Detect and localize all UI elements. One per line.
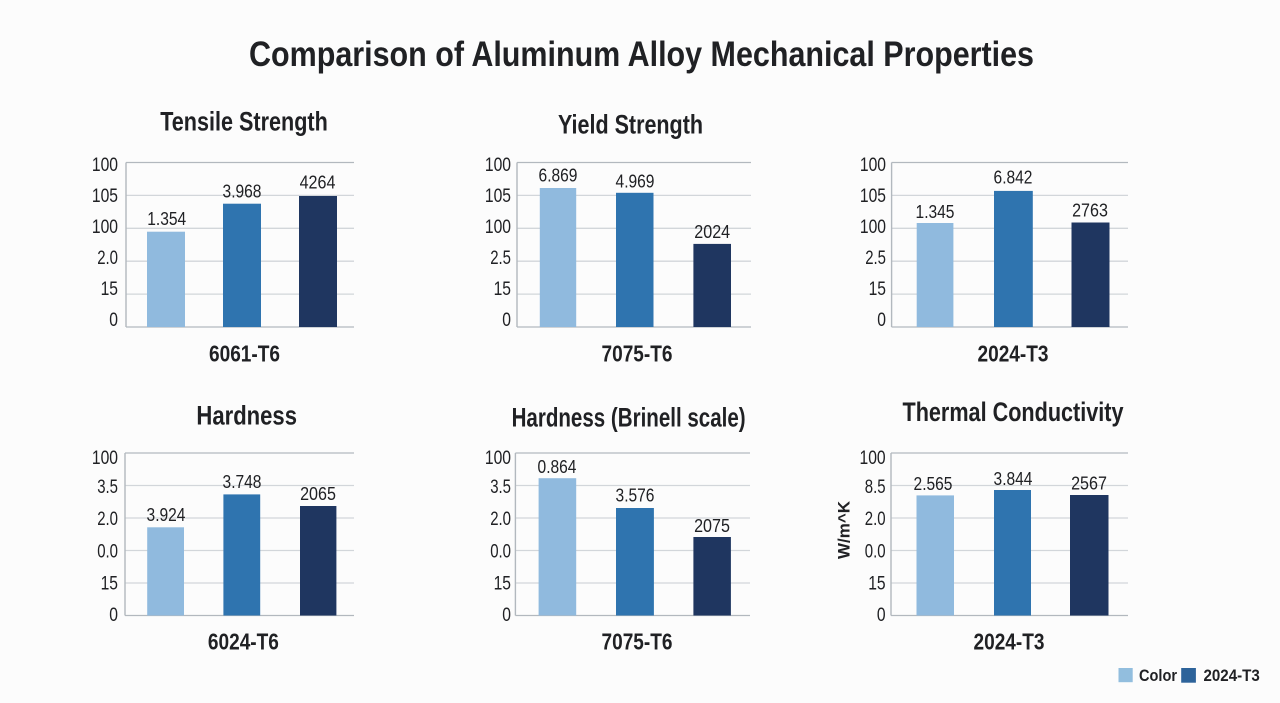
- svg-text:Hardness (Brinell scale): Hardness (Brinell scale): [512, 403, 746, 433]
- svg-text:15: 15: [494, 279, 511, 300]
- svg-text:2763: 2763: [1072, 201, 1108, 221]
- svg-text:2075: 2075: [694, 516, 730, 536]
- svg-text:2.5: 2.5: [490, 248, 511, 269]
- svg-text:2024-T3: 2024-T3: [1204, 666, 1260, 685]
- svg-text:100: 100: [485, 155, 511, 176]
- svg-text:2024: 2024: [694, 222, 730, 242]
- svg-text:0.0: 0.0: [865, 541, 886, 562]
- svg-text:15: 15: [101, 279, 118, 300]
- svg-text:100: 100: [860, 217, 886, 238]
- svg-text:Hardness: Hardness: [196, 401, 297, 431]
- svg-text:3.748: 3.748: [223, 472, 262, 492]
- svg-text:0.0: 0.0: [490, 541, 511, 562]
- svg-text:2.565: 2.565: [914, 474, 953, 494]
- svg-text:3.968: 3.968: [223, 181, 262, 201]
- svg-text:Color: Color: [1139, 666, 1177, 685]
- svg-text:7075-T6: 7075-T6: [602, 629, 673, 655]
- svg-text:0: 0: [109, 310, 118, 331]
- svg-text:2.0: 2.0: [97, 509, 118, 530]
- svg-text:15: 15: [868, 573, 885, 594]
- svg-text:0: 0: [502, 310, 511, 331]
- svg-text:7075-T6: 7075-T6: [602, 341, 673, 367]
- svg-text:2.0: 2.0: [490, 509, 511, 530]
- svg-text:Thermal Conductivity: Thermal Conductivity: [903, 397, 1124, 427]
- svg-text:0: 0: [109, 605, 118, 626]
- svg-text:105: 105: [860, 186, 886, 207]
- svg-text:6.869: 6.869: [539, 166, 578, 186]
- svg-text:0: 0: [877, 310, 886, 331]
- svg-text:2.0: 2.0: [97, 248, 118, 269]
- svg-text:2567: 2567: [1071, 474, 1107, 494]
- svg-text:Tensile Strength: Tensile Strength: [160, 107, 328, 137]
- svg-text:6061-T6: 6061-T6: [209, 341, 280, 367]
- svg-text:4264: 4264: [300, 173, 336, 193]
- svg-text:100: 100: [92, 448, 118, 469]
- svg-text:2024-T3: 2024-T3: [974, 629, 1045, 655]
- svg-text:15: 15: [869, 279, 886, 300]
- svg-text:0.864: 0.864: [538, 457, 577, 477]
- svg-text:3.844: 3.844: [994, 469, 1033, 489]
- svg-text:2024-T3: 2024-T3: [978, 341, 1049, 367]
- svg-text:100: 100: [860, 448, 886, 469]
- svg-text:0: 0: [877, 605, 886, 626]
- svg-text:3.5: 3.5: [490, 477, 511, 498]
- svg-text:3.5: 3.5: [97, 477, 118, 498]
- svg-text:W/m^K: W/m^K: [835, 500, 854, 559]
- svg-text:1.345: 1.345: [916, 202, 955, 222]
- svg-text:3.576: 3.576: [616, 486, 655, 506]
- svg-text:0.0: 0.0: [97, 541, 118, 562]
- svg-text:15: 15: [494, 573, 511, 594]
- svg-text:2.0: 2.0: [865, 509, 886, 530]
- svg-text:105: 105: [92, 186, 118, 207]
- svg-text:0: 0: [502, 605, 511, 626]
- svg-text:4.969: 4.969: [616, 172, 655, 192]
- svg-text:15: 15: [101, 573, 118, 594]
- svg-text:8.5: 8.5: [865, 477, 886, 498]
- svg-text:100: 100: [485, 217, 511, 238]
- svg-text:2.5: 2.5: [865, 248, 886, 269]
- svg-text:105: 105: [485, 186, 511, 207]
- svg-text:100: 100: [92, 155, 118, 176]
- svg-text:100: 100: [92, 217, 118, 238]
- svg-text:100: 100: [485, 448, 511, 469]
- svg-text:Comparison of Aluminum Alloy M: Comparison of Aluminum Alloy Mechanical …: [249, 35, 1034, 74]
- svg-text:Yield Strength: Yield Strength: [558, 110, 703, 140]
- svg-text:3.924: 3.924: [147, 505, 186, 525]
- svg-text:2065: 2065: [300, 484, 336, 504]
- svg-text:6024-T6: 6024-T6: [208, 629, 279, 655]
- svg-text:6.842: 6.842: [994, 168, 1033, 188]
- svg-text:100: 100: [860, 155, 886, 176]
- svg-text:1.354: 1.354: [147, 209, 186, 229]
